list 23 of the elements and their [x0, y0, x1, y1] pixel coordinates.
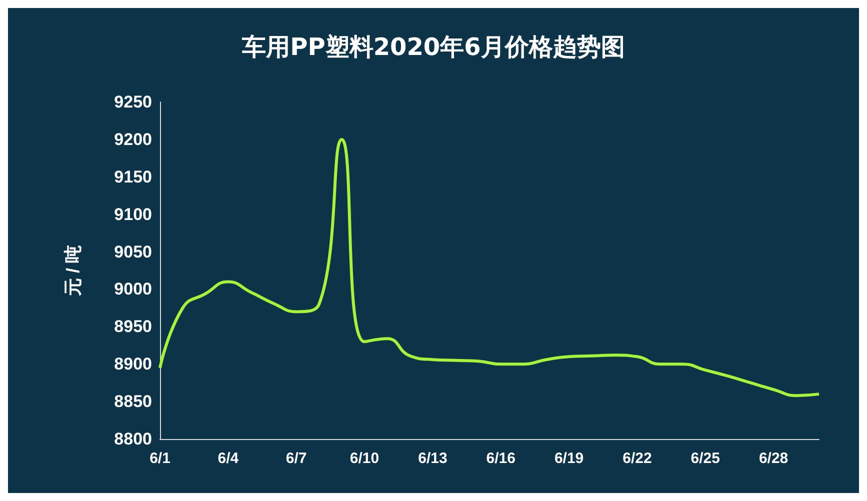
- x-tick-label: 6/13: [418, 450, 448, 467]
- y-axis-title: 元 / 吨: [63, 244, 83, 298]
- y-tick-label: 8800: [114, 430, 152, 448]
- x-tick-label: 6/4: [218, 450, 240, 467]
- y-tick-label: 8850: [114, 392, 152, 412]
- y-tick-label: 9150: [114, 167, 152, 186]
- y-tick-label: 9050: [114, 242, 152, 262]
- line-series: [158, 138, 820, 398]
- x-tick-label: 6/7: [286, 450, 307, 467]
- x-tick-label: 6/22: [622, 450, 652, 467]
- x-tick-label: 6/19: [554, 450, 584, 467]
- y-tick-label: 9000: [114, 280, 152, 299]
- x-tick-label: 6/16: [486, 450, 516, 467]
- y-tick-label: 9250: [114, 92, 152, 112]
- chart-title: 车用PP塑料2020年6月价格趋势图: [241, 33, 625, 61]
- y-tick-label: 8950: [114, 317, 152, 336]
- x-tick-label: 6/10: [350, 450, 380, 467]
- x-tick-label: 6/28: [758, 450, 788, 467]
- y-tick-label: 9200: [114, 130, 152, 149]
- y-tick-label: 9100: [114, 204, 152, 224]
- y-tick-label: 8900: [114, 354, 152, 374]
- x-tick-label: 6/25: [690, 450, 720, 467]
- x-tick-label: 6/1: [150, 450, 170, 467]
